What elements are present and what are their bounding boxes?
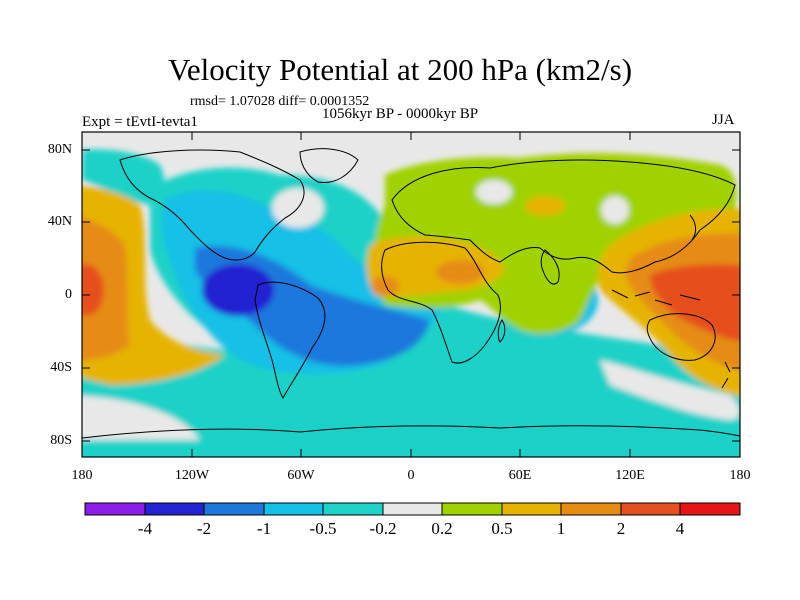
madagascar-outline [497,319,506,343]
colorbar-label: 1 [556,519,566,538]
lon-label-120e: 120E [615,468,645,483]
lat-label-40s: 40S [50,360,72,375]
greenland-outline [299,148,359,184]
colorbar-swatch-8 [561,503,621,515]
coastlines [82,148,740,439]
colorbar-label: 0.2 [431,519,453,538]
south-america-outline [254,281,326,399]
neutral-south-pacific [82,395,200,440]
season-label: JJA [712,112,735,128]
lon-label-60w: 60W [287,468,315,483]
africa-outline [381,241,501,364]
colorbar-label: -0.2 [369,519,397,538]
lon-label-0: 0 [407,468,415,483]
teal-region-west-pacific-north [82,149,165,205]
colorbar-swatch-10 [680,503,740,515]
colorbar-swatch-5 [383,503,442,515]
colorbar-swatch-1 [145,503,204,515]
time-period: 1056kyr BP - 0000kyr BP [322,106,479,122]
colorbar-label: 0.5 [491,519,513,538]
map-title: Velocity Potential at 200 hPa (km2/s) [167,52,633,87]
lat-label-80s: 80S [50,433,72,448]
velocity-potential-field [82,132,740,457]
australia-outline [646,313,716,361]
colorbar-swatch-6 [442,503,502,515]
lon-label-180w: 180 [71,468,93,483]
colorbar-swatch-2 [204,503,264,515]
orange-yellow-asia [525,196,565,216]
axis-ticks [81,132,741,457]
lat-label-0: 0 [65,287,72,302]
rmsd-stats: rmsd= 1.07028 diff= 0.0001352 [190,94,370,109]
colorbar-swatch-9 [621,503,680,515]
colorbar-label: -2 [196,519,212,538]
lon-label-120w: 120W [174,468,210,483]
japan-outline [689,214,697,241]
orange-dateline [82,217,130,361]
colorbar-label: -1 [256,519,272,538]
new-zealand-outline [721,361,731,389]
colorbar-label: 2 [616,519,626,538]
colorbar-label: -0.5 [309,519,337,538]
neutral-south-indian [600,360,740,420]
red-dateline-core [82,264,104,316]
lat-label-40n: 40N [47,214,72,229]
deep-blue-core-pacific [202,264,274,316]
lon-label-60e: 60E [508,468,532,483]
colorbar-swatch-0 [85,503,145,515]
north-america-outline [119,149,305,261]
india-outline [540,249,560,285]
red-maritime-core [650,264,740,342]
orange-west-africa [371,276,399,296]
indonesia-outline [611,289,701,306]
colorbar-label: -4 [137,519,153,538]
experiment-label: Expt = tEvtI-tevta1 [82,114,198,130]
colorbar-label: 4 [675,519,685,538]
lat-label-80n: 80N [47,142,72,157]
colorbar-swatch-4 [323,503,383,515]
lon-label-180e: 180 [729,468,751,483]
colorbar [84,502,741,516]
colorbar-swatch-3 [264,503,323,515]
neutral-central-asia [601,196,629,224]
antarctica-outline [82,425,740,439]
eurasia-outline [391,159,736,274]
colorbar-swatch-7 [502,503,561,515]
neutral-north-eurasia [476,180,512,204]
orange-north-africa [436,260,484,284]
